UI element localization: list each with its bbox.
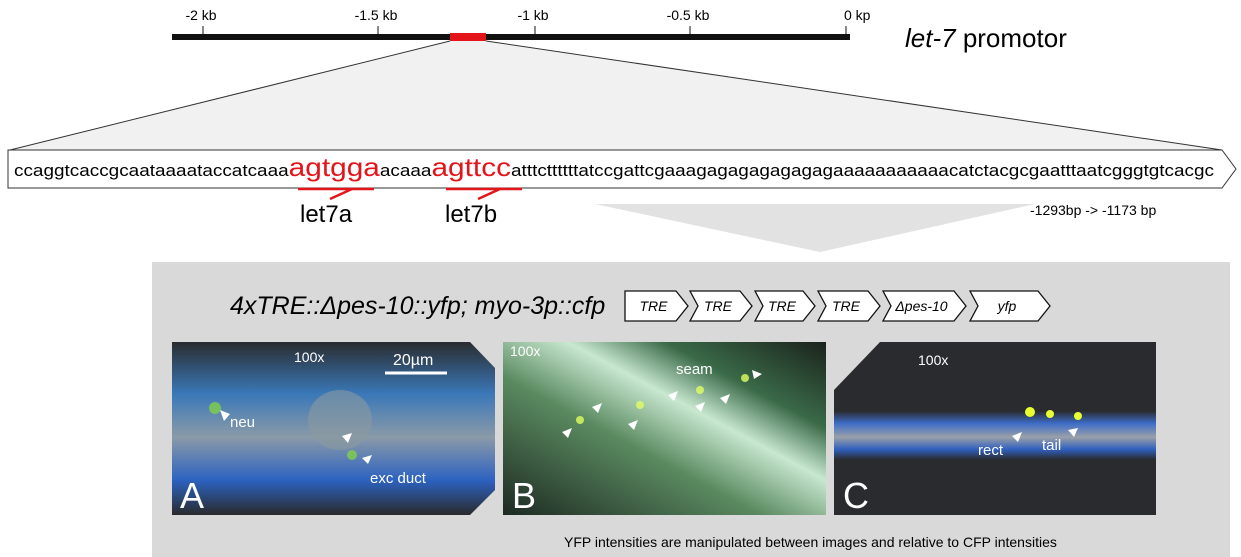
construct-label: TRE	[768, 298, 797, 314]
site-sequence: agttcc	[431, 152, 511, 182]
yfp-signal	[576, 416, 584, 424]
page-body: -2 kb -1.5 kb -1 kb -0.5 kb 0 kp let-7 promo…	[0, 0, 1241, 557]
title-gene: let-7	[905, 23, 957, 53]
scale-bar-label: 20µm	[393, 352, 433, 369]
magnification: 100x	[510, 343, 540, 359]
panel-letter: A	[180, 475, 204, 516]
construct-label: TRE	[704, 298, 733, 314]
zoom-fill	[10, 41, 1222, 150]
site-underline	[298, 189, 374, 199]
promoter-title: let-7 promotor	[905, 23, 1067, 53]
magnification: 100x	[294, 349, 324, 365]
yfp-signal	[209, 402, 221, 414]
construct-label: TRE	[640, 298, 669, 314]
range-label: -1293bp -> -1173 bp	[1030, 202, 1156, 218]
annotation: seam	[676, 361, 713, 378]
annotation: rect	[978, 442, 1004, 459]
micrograph-c	[834, 342, 1156, 515]
sequence-part: acaaa	[380, 162, 433, 180]
scale-ticks: -2 kb -1.5 kb -1 kb -0.5 kb 0 kp	[185, 7, 870, 34]
annotation: neu	[230, 414, 255, 431]
yfp-signal	[347, 450, 357, 460]
site-sequence: agtgga	[289, 152, 381, 182]
tick-label: -1.5 kb	[355, 7, 398, 23]
yfp-signal	[1074, 412, 1082, 420]
magnification: 100x	[918, 352, 948, 368]
yfp-signal	[1025, 407, 1035, 417]
yfp-signal	[696, 386, 704, 394]
sequence-part: atttcttttttatccgattcgaaagagagagagagagaaa…	[511, 162, 1214, 180]
construct-label: yfp	[997, 298, 1017, 314]
title-word: promotor	[963, 23, 1067, 53]
site-label: let7a	[300, 201, 353, 228]
construct-title: 4xTRE::Δpes-10::yfp; myo-3p::cfp	[230, 292, 605, 320]
figure: -2 kb -1.5 kb -1 kb -0.5 kb 0 kp let-7 promo…	[0, 0, 1241, 557]
construct-label: TRE	[832, 298, 861, 314]
tick-label: 0 kp	[844, 7, 871, 23]
yfp-signal	[1046, 410, 1054, 418]
micrograph-b	[503, 342, 826, 515]
yfp-signal	[636, 401, 644, 409]
page: let-7 promotor figure { "scale": { "tick…	[0, 0, 1241, 557]
sequence-part: ccaggtcaccgcaataaaataccatcaaa	[14, 162, 290, 180]
construct-label: Δpes-10	[894, 298, 947, 314]
footnote: YFP intensities are manipulated between …	[564, 534, 1057, 550]
site-label: let7b	[445, 201, 497, 228]
tick-label: -0.5 kb	[667, 7, 710, 23]
yfp-signal	[741, 374, 749, 382]
site-underline	[446, 189, 522, 199]
chevron	[595, 204, 1035, 252]
cell-structure	[308, 390, 372, 450]
tick-label: -2 kb	[185, 7, 216, 23]
panel-letter: C	[843, 475, 869, 516]
tick-label: -1 kb	[517, 7, 548, 23]
panel-letter: B	[512, 475, 536, 516]
annotation: tail	[1042, 437, 1061, 454]
annotation: exc duct	[370, 470, 427, 487]
